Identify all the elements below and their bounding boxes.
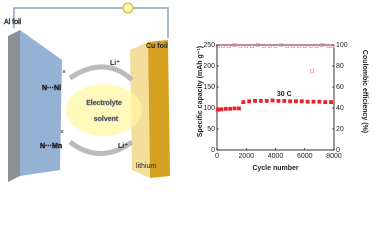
data-point bbox=[326, 44, 331, 48]
data-point bbox=[238, 44, 243, 48]
data-point bbox=[279, 43, 284, 47]
y2-tick-label: 100 bbox=[336, 42, 348, 49]
data-point bbox=[228, 106, 233, 111]
data-point bbox=[323, 100, 328, 105]
data-point bbox=[302, 44, 307, 48]
y2-axis-label: Coulombic efficiency (%) bbox=[361, 50, 368, 133]
plot-frame bbox=[216, 44, 335, 151]
wire bbox=[13, 7, 169, 38]
y2-tick-label: 60 bbox=[336, 84, 344, 91]
data-point bbox=[288, 99, 293, 104]
label: Electrolyte bbox=[86, 100, 122, 107]
cu-electrode bbox=[148, 40, 170, 178]
data-point bbox=[215, 44, 220, 48]
x-tick-label: 6000 bbox=[297, 153, 313, 160]
data-point bbox=[329, 100, 333, 105]
data-point bbox=[310, 69, 314, 74]
label: Al foil bbox=[4, 19, 22, 26]
label: lithium bbox=[136, 163, 156, 170]
y2-tick-label: 0 bbox=[336, 147, 340, 154]
data-point bbox=[311, 99, 316, 104]
battery-diagram: × × Al foil Cu foil Li⁺ Li⁺ Electrolyte … bbox=[4, 2, 170, 182]
data-point bbox=[247, 99, 252, 104]
data-point bbox=[237, 106, 241, 111]
arrow bbox=[68, 139, 134, 156]
y-tick-label: 100 bbox=[203, 105, 215, 112]
data-point bbox=[232, 106, 237, 111]
arrow bbox=[68, 64, 134, 82]
graphical-abstract: × × Al foil Cu foil Li⁺ Li⁺ Electrolyte … bbox=[3, 2, 369, 182]
data-point bbox=[276, 98, 281, 103]
cross: × bbox=[62, 69, 66, 76]
label: Cu foil bbox=[146, 43, 168, 50]
data-point bbox=[241, 100, 246, 105]
data-point bbox=[220, 44, 225, 48]
data-point bbox=[261, 44, 266, 48]
y-tick-label: 150 bbox=[203, 84, 215, 91]
data-point bbox=[291, 44, 295, 48]
label: N···Ni bbox=[42, 85, 61, 92]
y-tick-label: 50 bbox=[207, 126, 215, 133]
cathode bbox=[20, 30, 62, 176]
data-point bbox=[330, 44, 335, 48]
x-tick-label: 4000 bbox=[268, 153, 284, 160]
y2-tick-label: 80 bbox=[336, 63, 344, 70]
annotation: 30 C bbox=[277, 91, 292, 98]
data-point bbox=[215, 107, 220, 112]
data-point bbox=[267, 44, 272, 48]
data-point bbox=[296, 44, 301, 48]
data-point bbox=[226, 44, 231, 48]
data-point bbox=[219, 107, 224, 112]
label: solvent bbox=[94, 116, 119, 123]
al-electrode bbox=[8, 30, 20, 182]
data-point bbox=[258, 98, 263, 103]
x-tick-label: 2000 bbox=[238, 153, 254, 160]
data-point bbox=[273, 44, 278, 48]
y-axis-label: Specific capacity (mAh g⁻¹) bbox=[197, 46, 204, 137]
y-tick-label: 0 bbox=[211, 147, 215, 154]
label: Li⁺ bbox=[118, 143, 128, 150]
data-point bbox=[244, 44, 249, 48]
x-tick-label: 0 bbox=[215, 153, 219, 160]
data-point bbox=[223, 106, 228, 111]
data-point bbox=[253, 98, 257, 103]
label: Li⁺ bbox=[110, 60, 120, 67]
label: N···Mn bbox=[40, 143, 62, 150]
data-point bbox=[256, 43, 260, 47]
chart: 0 2000 4000 6000 800005010015020025002040608… bbox=[197, 42, 368, 172]
y-tick-label: 250 bbox=[203, 42, 215, 49]
y-tick-label: 200 bbox=[203, 63, 215, 70]
data-point bbox=[294, 99, 298, 104]
data-point bbox=[299, 99, 304, 104]
data-point bbox=[232, 43, 237, 47]
data-point bbox=[320, 43, 325, 47]
y2-tick-label: 40 bbox=[336, 105, 344, 112]
bulb bbox=[122, 2, 134, 14]
y2-tick-label: 20 bbox=[336, 126, 344, 133]
data-point bbox=[270, 98, 275, 103]
data-point bbox=[308, 44, 313, 48]
data-point bbox=[264, 98, 269, 103]
data-point bbox=[282, 98, 287, 103]
x-axis-label: Cycle number bbox=[252, 165, 299, 172]
data-point bbox=[314, 44, 319, 48]
data-point bbox=[250, 44, 255, 48]
glow bbox=[66, 84, 142, 136]
cross: × bbox=[60, 129, 64, 136]
x-tick-label: 8000 bbox=[326, 153, 342, 160]
data-point bbox=[305, 99, 310, 104]
data-point bbox=[317, 99, 322, 104]
data-point bbox=[285, 44, 290, 48]
